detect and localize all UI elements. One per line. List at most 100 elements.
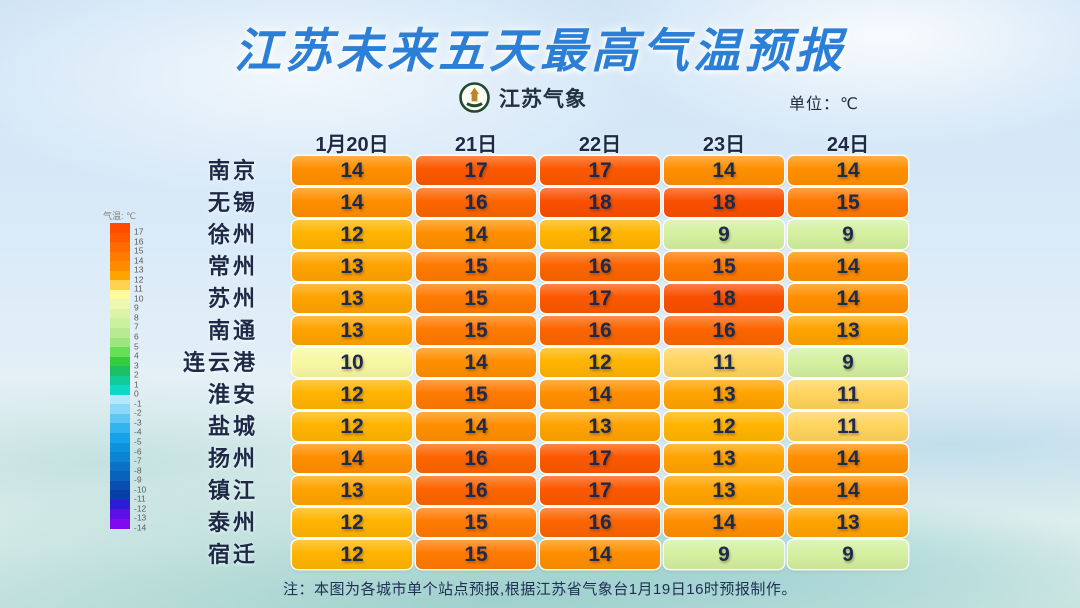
legend-swatch (110, 433, 130, 443)
legend-entry: -4 (110, 423, 146, 437)
temp-cell: 13 (664, 476, 784, 505)
legend-entry: 1 (110, 375, 146, 389)
temp-cell: 12 (292, 220, 412, 249)
legend-swatch (110, 299, 130, 309)
legend-entry: -5 (110, 433, 146, 446)
date-header-row: 1月20日 21日 22日 23日 24日 (292, 128, 908, 157)
unit-label: 单位：℃ (789, 96, 859, 113)
temp-cell: 15 (416, 380, 536, 409)
temp-cell: 13 (664, 444, 784, 473)
temp-cell: 12 (664, 412, 784, 441)
temp-cell: 15 (416, 316, 536, 345)
temp-cell: 12 (540, 348, 660, 377)
city-label: 宿迁 (207, 542, 258, 567)
legend-label: -4 (134, 427, 142, 438)
legend-label: -5 (134, 436, 142, 447)
temp-cell: 17 (416, 156, 536, 185)
column-header: 22日 (578, 134, 622, 156)
legend-entry: -1 (110, 394, 146, 408)
legend-swatch (110, 452, 130, 462)
legend-swatch (110, 385, 130, 395)
city-label: 常州 (207, 254, 258, 279)
legend-label: 9 (134, 302, 139, 313)
legend-swatch (110, 347, 130, 357)
legend-swatch (110, 461, 130, 472)
temp-cell: 12 (540, 220, 660, 249)
city-label: 扬州 (207, 446, 258, 471)
legend-label: -9 (134, 474, 142, 485)
legend-entry: 9 (110, 299, 146, 313)
legend-entry: 7 (110, 318, 146, 332)
city-label: 泰州 (207, 510, 258, 535)
legend-swatch (110, 490, 130, 500)
city-label: 南通 (207, 318, 258, 343)
temp-cell: 12 (292, 380, 412, 409)
city-label: 连云港 (182, 350, 258, 375)
legend-entry: 15 (110, 242, 146, 255)
temp-cell: 17 (540, 444, 660, 473)
legend-entry: 5 (110, 337, 146, 351)
temp-cell: 11 (788, 380, 908, 409)
legend-swatch (110, 232, 130, 243)
column-header: 23日 (702, 134, 746, 156)
temp-cell: 12 (292, 540, 412, 569)
temp-cell: 16 (416, 476, 536, 505)
legend-swatch (110, 404, 130, 414)
legend-entry: 2 (110, 366, 146, 379)
legend-label: -8 (134, 465, 142, 476)
temp-cell: 13 (292, 252, 412, 281)
legend-label: -14 (134, 522, 147, 533)
legend-label: 8 (134, 312, 139, 323)
legend-entry: 11 (110, 280, 146, 293)
legend-swatch (110, 337, 130, 348)
temp-cell: 13 (292, 316, 412, 345)
temp-cell: 9 (664, 540, 784, 569)
page-title: 江苏未来五天最高气温预报 (234, 24, 846, 77)
temp-cell: 18 (540, 188, 660, 217)
temp-cell: 18 (664, 188, 784, 217)
legend-entry: 17 (110, 223, 146, 236)
city-label: 淮安 (207, 382, 258, 407)
legend-entry: 0 (110, 385, 146, 398)
legend-label: -1 (134, 398, 142, 409)
temp-cell: 14 (788, 444, 908, 473)
legend-entry: 14 (110, 251, 146, 265)
temp-cell: 13 (664, 380, 784, 409)
column-header: 1月20日 (315, 134, 389, 156)
legend-swatch (110, 270, 130, 281)
legend-swatch (110, 251, 130, 262)
jiangsu-meteorology-logo-icon (458, 81, 491, 114)
legend-label: -10 (134, 484, 147, 495)
temp-cell: 14 (664, 508, 784, 537)
temp-cell: 9 (788, 348, 908, 377)
temp-cell: 15 (416, 508, 536, 537)
legend-label: 5 (134, 341, 139, 352)
legend-label: -2 (134, 407, 142, 418)
temp-cell: 12 (292, 508, 412, 537)
temp-cell: 16 (416, 444, 536, 473)
legend-entry: 3 (110, 356, 146, 370)
logo-group: 江苏气象 (458, 81, 587, 114)
temp-cell: 15 (416, 252, 536, 281)
temp-cell: 9 (788, 540, 908, 569)
temp-cell: 11 (664, 348, 784, 377)
legend-label: 4 (134, 350, 139, 361)
legend-swatch (110, 261, 130, 271)
temp-cell: 14 (416, 220, 536, 249)
temp-cell: 15 (416, 284, 536, 313)
legend-label: 3 (134, 360, 139, 371)
city-label: 徐州 (207, 222, 258, 247)
city-label: 苏州 (207, 286, 258, 311)
temp-cell: 16 (664, 316, 784, 345)
legend-label: 15 (134, 245, 144, 256)
temp-cell: 10 (292, 348, 412, 377)
legend-label: 2 (134, 369, 139, 380)
logo-label: 江苏气象 (499, 87, 587, 111)
legend-entry: -10 (110, 480, 146, 494)
footnote: 注：本图为各城市单个站点预报,根据江苏省气象台1月19日16时预报制作。 (283, 581, 797, 598)
temp-cell: 17 (540, 156, 660, 185)
temp-cell: 17 (540, 284, 660, 313)
temp-cell: 14 (788, 284, 908, 313)
legend-label: -12 (134, 503, 147, 514)
city-label: 镇江 (207, 478, 258, 503)
